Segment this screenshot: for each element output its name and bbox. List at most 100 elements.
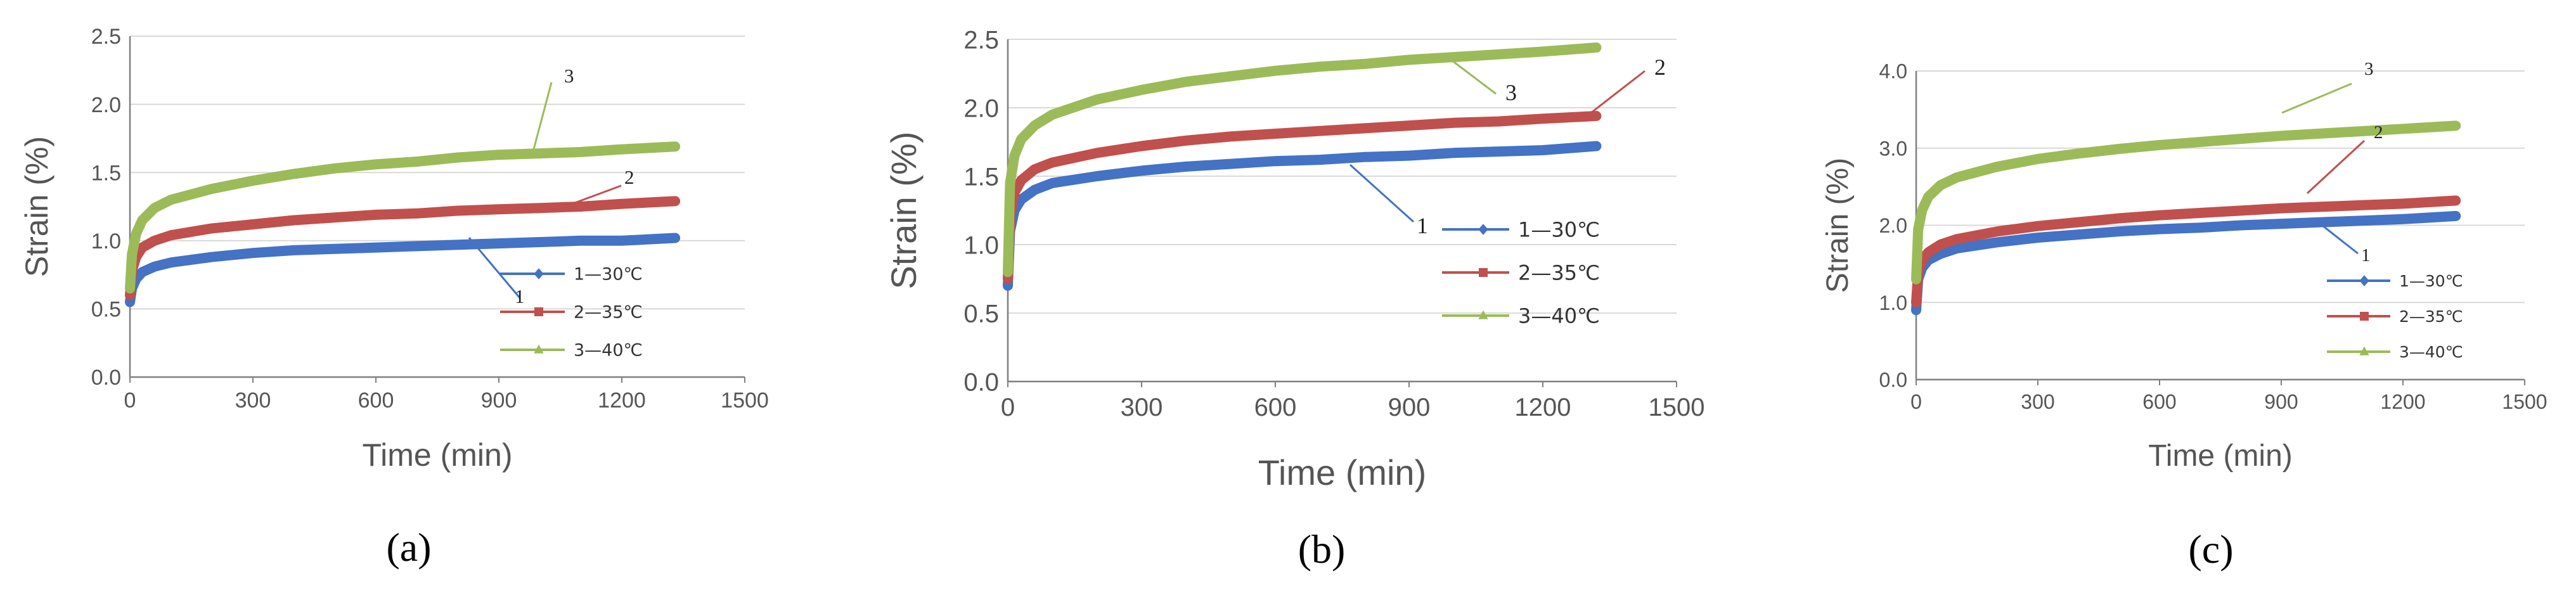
data-point — [2196, 138, 2204, 145]
data-point — [1031, 122, 1038, 129]
data-point — [413, 210, 420, 217]
curve-annotation: 1 — [515, 285, 525, 307]
data-point — [1011, 151, 1019, 158]
data-point — [249, 177, 257, 184]
data-point — [1924, 193, 1932, 200]
data-point — [1539, 146, 1547, 155]
data-point — [138, 216, 146, 223]
annotation-leader — [557, 184, 622, 210]
data-point — [1317, 127, 1323, 134]
chart-0: 0.0 0.5 1.0 1.5 2.0 2.5 0 300 600 900 1200 1500 Time… — [19, 25, 769, 570]
data-point — [2278, 205, 2284, 212]
curve-annotation: 2 — [1654, 55, 1666, 80]
data-point — [209, 225, 216, 232]
data-point — [1993, 162, 2001, 169]
x-tick-label: 600 — [2142, 390, 2176, 413]
x-tick-label: 900 — [2264, 390, 2298, 413]
data-point — [2034, 155, 2042, 162]
chart-2: 0.0 1.0 2.0 3.0 4.0 0 300 600 900 1200 1500 Time (m… — [1821, 59, 2547, 572]
legend-marker — [534, 268, 544, 279]
x-axis-title: Time (min) — [2148, 439, 2293, 473]
data-point — [2452, 212, 2459, 221]
data-point — [671, 234, 679, 242]
series-1 — [1003, 141, 1602, 291]
y-axis-title: Strain (%) — [884, 132, 924, 290]
data-point — [167, 232, 174, 239]
curve-annotation: 3 — [2364, 59, 2374, 79]
data-point — [1049, 159, 1056, 166]
annotation-leader — [2306, 139, 2366, 195]
series-2 — [1003, 111, 1602, 284]
legend-marker — [1478, 224, 1488, 235]
y-tick-label: 1.5 — [91, 161, 121, 185]
data-point — [126, 285, 134, 292]
x-tick-label: 1500 — [2502, 390, 2547, 413]
data-point — [1450, 149, 1457, 157]
x-tick-label: 600 — [358, 388, 394, 413]
data-point — [2359, 202, 2366, 208]
x-tick-label: 900 — [1388, 394, 1431, 421]
data-point — [1405, 151, 1413, 160]
x-tick-label: 1200 — [598, 388, 646, 413]
data-point — [139, 244, 146, 251]
legend-marker — [2360, 312, 2369, 321]
data-point — [250, 221, 256, 228]
data-point — [1272, 131, 1278, 138]
y-tick-label: 1.0 — [963, 231, 999, 259]
data-point — [331, 164, 338, 171]
data-point — [1018, 177, 1025, 184]
data-point — [1005, 276, 1011, 282]
data-point — [1405, 56, 1413, 63]
x-tick-label: 300 — [1121, 394, 1163, 421]
data-point — [619, 200, 625, 207]
x-tick-label: 0 — [124, 388, 136, 413]
data-point — [151, 237, 158, 244]
data-point — [332, 214, 338, 221]
data-point — [2400, 200, 2406, 207]
y-tick-label: 0.5 — [91, 298, 121, 322]
data-point — [2359, 127, 2366, 134]
curve-annotation: 3 — [1505, 80, 1517, 105]
data-point — [2237, 221, 2244, 229]
data-point — [2359, 216, 2366, 225]
data-point — [1361, 60, 1368, 67]
data-point — [167, 196, 175, 203]
legend-label: 1—30℃ — [1518, 218, 1600, 242]
data-point — [1031, 166, 1038, 173]
legend-label: 1—30℃ — [574, 265, 643, 285]
data-point — [373, 211, 379, 218]
data-point — [1954, 236, 1960, 243]
y-tick-label: 0.0 — [963, 368, 999, 396]
data-point — [208, 185, 216, 192]
data-point — [372, 160, 380, 167]
legend-label: 2—35℃ — [574, 303, 643, 323]
x-tick-label: 0 — [1001, 394, 1015, 421]
legend-label: 3—40℃ — [2399, 343, 2463, 361]
data-point — [1093, 150, 1100, 157]
x-tick-label: 1200 — [2380, 390, 2425, 413]
legend-marker — [2359, 346, 2369, 356]
data-point — [208, 253, 216, 261]
data-point — [1227, 72, 1235, 79]
data-point — [1495, 147, 1502, 156]
data-point — [1913, 299, 1919, 306]
series-2 — [1911, 195, 2461, 308]
y-tick-label: 0.0 — [91, 366, 121, 390]
data-point — [331, 245, 338, 253]
data-point — [1936, 181, 1944, 188]
data-point — [1316, 155, 1323, 164]
data-point — [2197, 210, 2203, 217]
data-point — [1031, 186, 1038, 194]
data-point — [1272, 67, 1279, 74]
data-point — [2452, 122, 2459, 129]
y-tick-label: 2.5 — [963, 26, 999, 54]
x-tick-label: 300 — [2021, 390, 2054, 413]
data-point — [167, 258, 175, 267]
series-line — [1003, 141, 1602, 291]
legend-label: 3—40℃ — [1518, 304, 1600, 328]
data-point — [1592, 43, 1600, 50]
data-point — [249, 248, 257, 257]
y-tick-label: 1.0 — [1879, 292, 1907, 314]
data-point — [128, 250, 136, 257]
data-point — [151, 204, 158, 211]
